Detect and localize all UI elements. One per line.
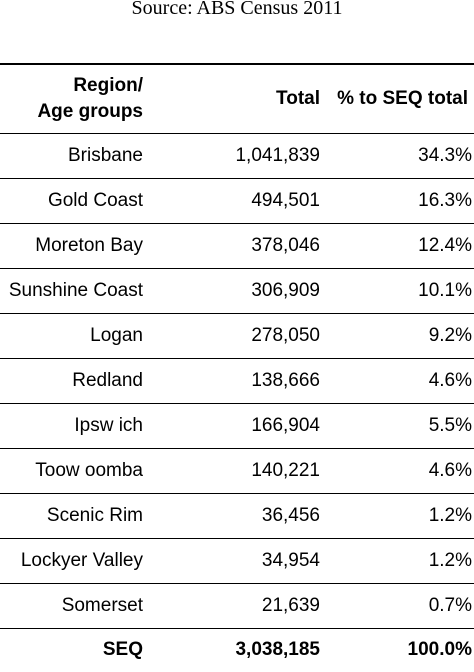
cell-pct: 4.6% bbox=[428, 369, 472, 391]
cell-pct: 16.3% bbox=[418, 189, 472, 211]
cell-region: Redland bbox=[72, 369, 143, 391]
cell-region: Lockyer Valley bbox=[20, 549, 143, 571]
cell-total: 166,904 bbox=[251, 414, 320, 436]
cell-pct: 1.2% bbox=[428, 504, 472, 526]
summary-region: SEQ bbox=[102, 639, 143, 661]
cell-pct: 1.2% bbox=[428, 549, 472, 571]
table-row: Scenic Rim 36,456 1.2% bbox=[0, 493, 474, 538]
summary-pct: 100.0% bbox=[407, 639, 472, 661]
cell-total: 1,041,839 bbox=[235, 144, 320, 166]
table-row: Toow oomba 140,221 4.6% bbox=[0, 448, 474, 493]
table-row: Redland 138,666 4.6% bbox=[0, 358, 474, 403]
cell-region: Sunshine Coast bbox=[8, 279, 143, 301]
cell-pct: 9.2% bbox=[428, 324, 472, 346]
table-row: Gold Coast 494,501 16.3% bbox=[0, 178, 474, 223]
cell-total: 378,046 bbox=[251, 234, 320, 256]
cell-total: 140,221 bbox=[251, 459, 320, 481]
header-pct: % to SEQ total bbox=[337, 87, 468, 109]
summary-total: 3,038,185 bbox=[235, 639, 320, 661]
table-row: Ipsw ich 166,904 5.5% bbox=[0, 403, 474, 448]
table-row: Brisbane 1,041,839 34.3% bbox=[0, 133, 474, 178]
cell-pct: 4.6% bbox=[428, 459, 472, 481]
cell-region: Brisbane bbox=[68, 144, 143, 166]
cell-region: Toow oomba bbox=[35, 459, 143, 481]
cell-region: Scenic Rim bbox=[46, 504, 143, 526]
table-row: Lockyer Valley 34,954 1.2% bbox=[0, 538, 474, 583]
cell-region: Moreton Bay bbox=[35, 234, 143, 256]
cell-total: 36,456 bbox=[261, 504, 320, 526]
table-row: Sunshine Coast 306,909 10.1% bbox=[0, 268, 474, 313]
cell-total: 138,666 bbox=[251, 369, 320, 391]
source-caption: Source: ABS Census 2011 bbox=[131, 0, 343, 19]
header-region: Region/ Age groups bbox=[0, 64, 147, 133]
cell-pct: 5.5% bbox=[428, 414, 472, 436]
summary-row: SEQ 3,038,185 100.0% bbox=[0, 628, 474, 672]
cell-total: 278,050 bbox=[251, 324, 320, 346]
cell-pct: 0.7% bbox=[428, 594, 472, 616]
cell-region: Gold Coast bbox=[47, 189, 143, 211]
header-row: Region/ Age groups Total % to SEQ total bbox=[0, 64, 474, 133]
cell-total: 494,501 bbox=[251, 189, 320, 211]
cell-region: Ipsw ich bbox=[74, 414, 143, 436]
cell-total: 21,639 bbox=[261, 594, 320, 616]
header-region-line1: Region/ bbox=[73, 74, 143, 96]
cell-region: Somerset bbox=[61, 594, 143, 616]
cell-pct: 34.3% bbox=[418, 144, 472, 166]
cell-total: 306,909 bbox=[251, 279, 320, 301]
header-region-line2: Age groups bbox=[37, 100, 143, 122]
cell-region: Logan bbox=[90, 324, 143, 346]
table-row: Moreton Bay 378,046 12.4% bbox=[0, 223, 474, 268]
population-table: Region/ Age groups Total % to SEQ total … bbox=[0, 63, 474, 672]
cell-pct: 12.4% bbox=[418, 234, 472, 256]
cell-total: 34,954 bbox=[261, 549, 320, 571]
table-row: Logan 278,050 9.2% bbox=[0, 313, 474, 358]
header-total: Total bbox=[276, 87, 320, 109]
cell-pct: 10.1% bbox=[418, 279, 472, 301]
table-row: Somerset 21,639 0.7% bbox=[0, 583, 474, 628]
